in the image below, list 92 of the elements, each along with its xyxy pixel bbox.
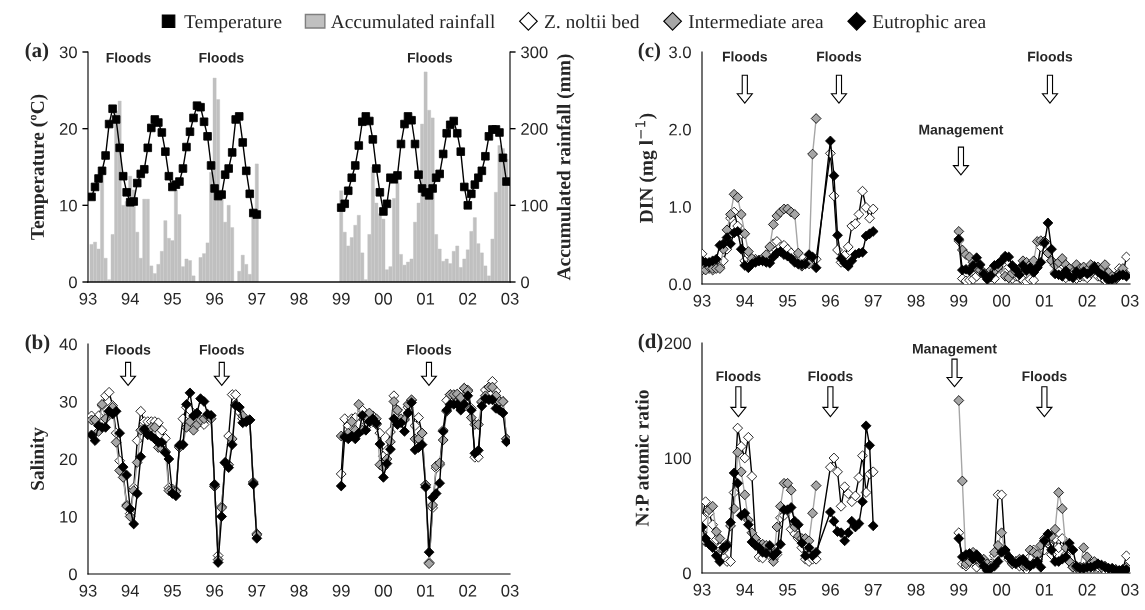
annotation: Management <box>913 343 997 357</box>
annotation: Floods <box>407 52 453 63</box>
x-tick-label: 95 <box>163 584 181 597</box>
annotation: Floods <box>808 371 853 382</box>
x-tick-label: 96 <box>206 584 224 597</box>
x-tick-label: 03 <box>501 292 519 305</box>
annotation: Floods <box>106 52 151 63</box>
y-tick-label: 20 <box>59 453 77 466</box>
annotation: Floods <box>722 51 767 62</box>
y-tick-label: 20 <box>59 123 77 135</box>
x-tick-label: 99 <box>332 292 350 305</box>
y2-axis-title: Accumulated rainfall (mm) <box>556 54 575 281</box>
y-tick-label: 0 <box>68 276 77 289</box>
x-tick-label: 00 <box>374 292 393 305</box>
legend-label: Temperature <box>184 15 282 33</box>
y2-tick-label: 100 <box>521 199 548 212</box>
x-tick-label: 01 <box>1035 583 1053 596</box>
y-tick-label: 1.0 <box>669 201 691 213</box>
legend-label: Intermediate area <box>688 14 824 29</box>
x-tick-label: 93 <box>693 583 711 596</box>
x-tick-label: 01 <box>416 584 435 597</box>
x-tick-label: 96 <box>821 294 839 307</box>
legend-label: Eutrophic area <box>872 14 986 33</box>
x-tick-label: 03 <box>1121 583 1139 596</box>
x-tick-label: 97 <box>248 292 266 305</box>
y-tick-label: 40 <box>59 338 77 351</box>
y-tick-label: 100 <box>665 452 691 465</box>
y2-tick-label: 200 <box>521 123 548 135</box>
x-tick-label: 93 <box>79 584 97 597</box>
x-tick-label: 94 <box>121 584 139 597</box>
x-tick-label: 00 <box>992 294 1011 307</box>
annotation: Floods <box>199 52 244 63</box>
x-tick-label: 98 <box>290 584 308 597</box>
y-axis-title: N:P atomic ratio <box>635 390 649 527</box>
annotation: Floods <box>716 371 761 382</box>
x-tick-label: 95 <box>779 294 797 307</box>
x-tick-label: 95 <box>163 292 181 305</box>
x-tick-label: 98 <box>907 583 925 596</box>
x-tick-label: 95 <box>779 583 797 596</box>
y-tick-label: 0 <box>682 567 691 580</box>
y-tick-label: 30 <box>59 395 77 408</box>
annotation: Floods <box>1022 371 1067 382</box>
y-tick-label: 30 <box>59 46 77 59</box>
chart-title: (c) <box>638 42 661 62</box>
x-tick-label: 02 <box>459 292 477 305</box>
x-tick-label: 03 <box>1121 294 1139 307</box>
annotation: Floods <box>106 344 151 355</box>
y-tick-label: 3.0 <box>669 46 691 59</box>
x-tick-label: 99 <box>950 583 968 596</box>
x-tick-label: 94 <box>121 292 139 305</box>
x-tick-label: 98 <box>907 294 925 307</box>
x-tick-label: 93 <box>693 294 711 307</box>
x-tick-label: 98 <box>290 292 308 305</box>
y-axis-title: Salinity <box>30 427 48 490</box>
x-tick-label: 00 <box>374 584 393 597</box>
legend-label: Accumulated rainfall <box>330 14 495 29</box>
y2-tick-label: 300 <box>521 46 548 59</box>
y-axis-title: DIN (mg l$^{−1}$) <box>635 113 657 223</box>
y-axis-title: Temperature (ºC) <box>30 94 48 240</box>
x-tick-label: 02 <box>1078 294 1096 307</box>
x-tick-label: 97 <box>864 294 882 307</box>
y2-tick-label: 0 <box>521 276 530 289</box>
x-tick-label: 02 <box>1078 583 1096 596</box>
x-tick-label: 96 <box>821 583 839 596</box>
annotation: Floods <box>199 344 244 355</box>
chart-title: (d) <box>638 333 663 353</box>
x-tick-label: 96 <box>206 292 224 305</box>
x-tick-label: 02 <box>459 584 477 597</box>
annotation: Management <box>919 124 1004 138</box>
y-tick-label: 2.0 <box>669 123 691 136</box>
x-tick-label: 93 <box>79 292 97 305</box>
x-tick-label: 99 <box>332 584 350 597</box>
x-tick-label: 00 <box>992 583 1011 596</box>
annotation: Floods <box>1028 51 1073 62</box>
x-tick-label: 01 <box>416 292 435 305</box>
x-tick-label: 03 <box>501 584 519 597</box>
x-tick-label: 97 <box>864 583 882 596</box>
annotation: Floods <box>817 51 862 62</box>
y-tick-label: 0.0 <box>669 278 691 291</box>
chart-title: (b) <box>25 334 50 354</box>
annotation: Floods <box>407 344 452 355</box>
y-tick-label: 0 <box>68 568 77 581</box>
x-tick-label: 94 <box>736 294 754 307</box>
x-tick-label: 97 <box>248 584 266 597</box>
y-tick-label: 10 <box>60 510 77 523</box>
legend-label: Z. noltii bed <box>544 14 640 29</box>
x-tick-label: 99 <box>950 294 968 307</box>
y-tick-label: 200 <box>664 337 691 350</box>
x-tick-label: 94 <box>736 583 754 596</box>
x-tick-label: 01 <box>1035 294 1053 307</box>
y-tick-label: 10 <box>60 199 77 212</box>
chart-title: (a) <box>25 42 49 62</box>
